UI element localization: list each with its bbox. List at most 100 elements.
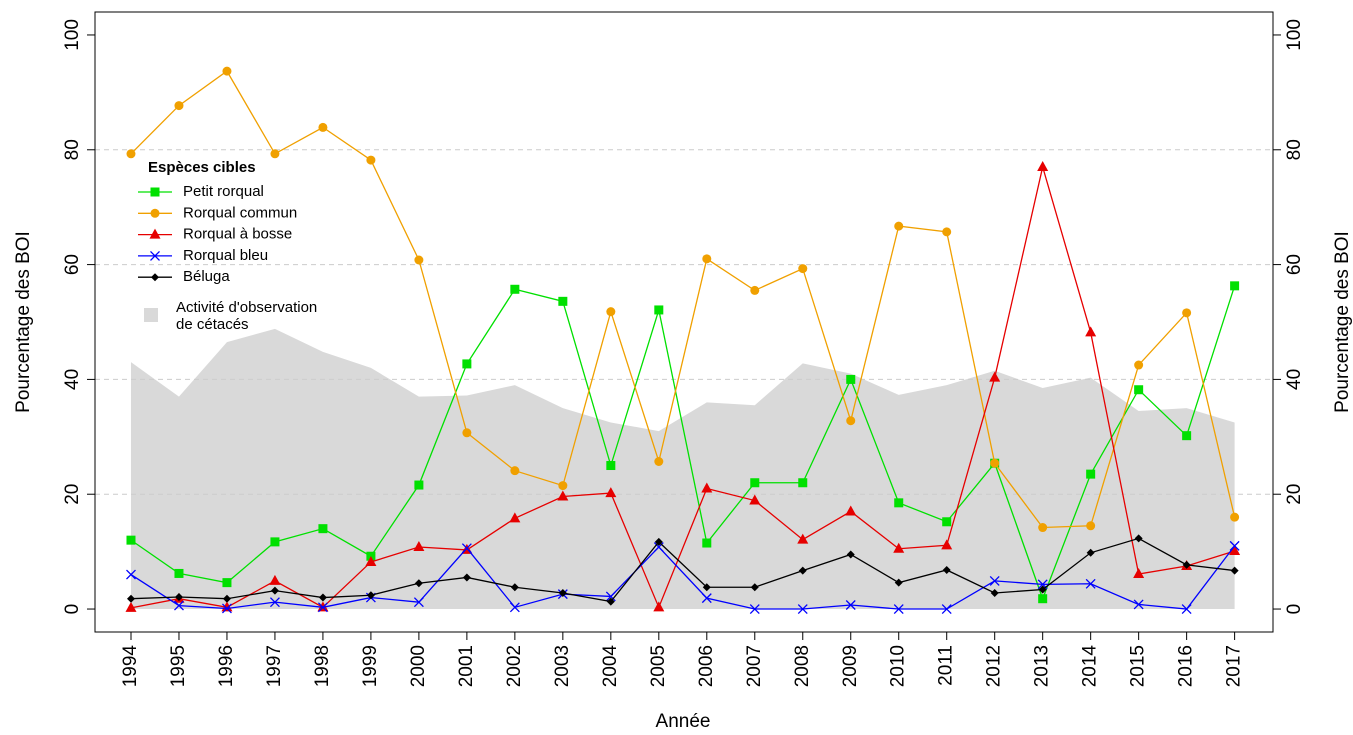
legend-marker: [151, 273, 159, 282]
x-tick-label: 2017: [1224, 645, 1245, 687]
point: [365, 555, 377, 566]
point: [270, 537, 280, 547]
y2-axis-title: Pourcentage des BOI: [1332, 231, 1353, 413]
point: [1133, 568, 1145, 579]
point: [222, 594, 231, 603]
point: [942, 566, 951, 574]
y2-tick-label: 0: [1284, 604, 1305, 615]
point: [797, 604, 808, 614]
point: [413, 541, 425, 552]
point: [270, 586, 279, 595]
point: [605, 487, 617, 498]
point: [1182, 560, 1191, 569]
point: [462, 573, 471, 582]
x-tick-label: 2001: [456, 645, 477, 687]
x-tick-label: 1999: [360, 645, 381, 687]
point: [1134, 534, 1143, 543]
point: [126, 569, 136, 580]
point: [653, 601, 665, 612]
legend-marker: [150, 187, 160, 197]
point: [989, 371, 1001, 382]
y2-tick-label: 40: [1284, 369, 1305, 390]
point: [222, 66, 232, 76]
x-tick-label: 1998: [312, 645, 333, 687]
point: [750, 478, 760, 488]
point: [1086, 521, 1096, 531]
point: [606, 597, 615, 606]
x-tick-label: 2006: [696, 645, 717, 687]
point: [414, 480, 424, 490]
point: [798, 264, 808, 274]
point: [318, 593, 327, 602]
y-tick-label: 40: [62, 369, 83, 390]
point: [462, 359, 472, 369]
point: [654, 537, 663, 546]
point: [509, 512, 521, 523]
x-tick-label: 2005: [648, 645, 669, 687]
point: [126, 594, 135, 603]
point: [750, 285, 760, 295]
y2-tick-label: 100: [1284, 19, 1305, 51]
point: [1085, 326, 1097, 337]
point: [270, 149, 280, 159]
legend-label: Béluga: [183, 268, 230, 285]
point: [174, 600, 184, 611]
point: [1230, 512, 1240, 522]
point: [1133, 599, 1144, 610]
x-tick-label: 2010: [888, 645, 909, 687]
x-tick-label: 1996: [216, 645, 237, 687]
y2-tick-label: 20: [1284, 484, 1305, 505]
x-tick-label: 2002: [504, 645, 525, 687]
y-tick-label: 0: [62, 604, 83, 615]
point: [222, 578, 232, 588]
point: [605, 591, 616, 602]
legend-swatch: [144, 308, 158, 322]
point: [990, 458, 1000, 468]
point: [269, 574, 281, 585]
point: [558, 296, 568, 306]
point: [414, 579, 423, 588]
point: [797, 533, 809, 544]
point: [1182, 308, 1192, 318]
x-tick-label: 1994: [120, 645, 141, 688]
y-tick-label: 20: [62, 484, 83, 505]
series-line: [130, 545, 1236, 610]
point: [317, 601, 329, 612]
point: [269, 597, 280, 608]
point: [846, 374, 856, 384]
point: [990, 588, 999, 597]
point: [701, 482, 713, 493]
point: [462, 428, 472, 438]
point: [558, 481, 568, 491]
y-tick-label: 80: [62, 139, 83, 160]
point: [942, 227, 952, 237]
point: [941, 539, 953, 550]
point: [1086, 469, 1096, 479]
point: [1229, 540, 1240, 551]
x-tick-label: 2003: [552, 645, 573, 687]
point: [702, 254, 712, 264]
y-tick-label: 60: [62, 254, 83, 275]
point: [509, 602, 520, 613]
legend-marker: [150, 250, 160, 261]
plot-frame: [94, 11, 1274, 633]
point: [702, 583, 711, 592]
legend-label: Petit rorqual: [183, 183, 264, 200]
point: [1134, 360, 1144, 370]
point: [989, 575, 1000, 586]
y2-tick-label: 60: [1284, 254, 1305, 275]
point: [1230, 281, 1240, 291]
point: [1038, 585, 1047, 594]
point: [942, 517, 952, 527]
point: [845, 505, 857, 516]
legend-label: Rorqual commun: [183, 204, 297, 221]
y-axis-title: Pourcentage des BOI: [13, 231, 34, 413]
point: [606, 461, 616, 471]
point: [893, 542, 905, 553]
point: [126, 535, 136, 545]
x-tick-label: 2000: [408, 645, 429, 687]
point: [318, 524, 328, 534]
area: [130, 328, 1235, 610]
